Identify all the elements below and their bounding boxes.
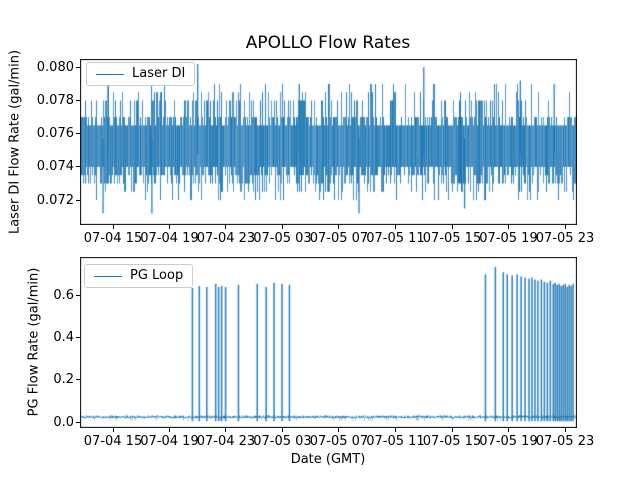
pg-loop-y-tick <box>76 421 80 423</box>
pg-loop-x-tick <box>394 428 396 432</box>
chart-title: APOLLO Flow Rates <box>245 33 411 53</box>
pg-loop-x-tick <box>508 428 509 432</box>
laser-di-x-tick-label: 07-05 19 <box>479 231 538 246</box>
laser-di-x-tick <box>338 225 340 229</box>
laser-di-y-tick <box>76 199 80 201</box>
pg-loop-x-tick <box>338 428 340 432</box>
laser-di-y-tick <box>76 166 80 168</box>
laser-di-y-tick-label: 0.078 <box>36 93 74 108</box>
laser-di-y-tick-label: 0.076 <box>36 126 74 142</box>
laser-di-y-tick-label: 0.072 <box>36 192 74 208</box>
laser-di-x-tick-label: 07-04 19 <box>140 231 199 246</box>
laser-di-x-tick <box>112 225 114 229</box>
laser-di-legend-line-sample <box>96 73 124 75</box>
pg-loop-x-tick-label: 07-04 15 <box>83 434 143 449</box>
laser-di-plot-line <box>80 59 577 225</box>
pg-loop-x-tick <box>112 428 114 432</box>
laser-di-x-tick <box>451 225 453 229</box>
pg-loop-x-tick <box>451 428 453 432</box>
laser-di-x-tick-label: 07-05 03 <box>253 231 312 246</box>
laser-di-x-tick-label: 07-05 23 <box>535 231 595 246</box>
pg-loop-y-tick-label: 0.4 <box>53 330 74 346</box>
laser-di-x-tick-label: 07-05 07 <box>309 231 369 246</box>
pg-loop-y-tick <box>76 294 80 296</box>
laser-di-x-tick <box>394 225 396 229</box>
pg-loop-y-tick-label: 0.2 <box>53 372 74 388</box>
laser-di-y-tick-label: 0.074 <box>36 159 74 175</box>
pg-loop-x-tick <box>225 428 227 432</box>
laser-di-legend-label: Laser DI <box>132 66 186 81</box>
pg-loop-x-tick-label: 07-05 03 <box>253 434 312 449</box>
laser-di-x-tick-label: 07-05 15 <box>422 231 482 246</box>
pg-loop-legend-line-sample <box>94 275 122 277</box>
laser-di-y-axis-label: Laser DI Flow Rate (gal/min) <box>7 49 23 235</box>
laser-di-x-tick <box>169 225 170 229</box>
pg-loop-legend-label: PG Loop <box>130 268 184 283</box>
laser-di-x-tick-label: 07-04 23 <box>196 231 256 246</box>
pg-loop-x-tick <box>564 428 566 432</box>
pg-loop-x-tick-label: 07-05 07 <box>309 434 369 449</box>
pg-loop-y-tick <box>76 337 80 339</box>
laser-di-x-tick <box>225 225 227 229</box>
pg-loop-legend: PG Loop <box>84 264 194 289</box>
pg-loop-y-tick-label: 0.6 <box>53 287 74 303</box>
pg-loop-x-tick-label: 07-04 19 <box>140 434 199 449</box>
laser-di-legend: Laser DI <box>86 62 196 87</box>
pg-loop-x-tick-label: 07-04 23 <box>196 434 256 449</box>
laser-di-x-tick-label: 07-04 15 <box>83 231 143 246</box>
laser-di-x-tick <box>564 225 566 229</box>
pg-loop-x-tick <box>169 428 170 432</box>
laser-di-y-tick-label: 0.080 <box>36 59 74 75</box>
laser-di-x-tick-label: 07-05 11 <box>366 231 425 246</box>
pg-loop-x-tick <box>281 428 283 432</box>
laser-di-x-tick <box>508 225 509 229</box>
pg-loop-x-tick-label: 07-05 15 <box>422 434 482 449</box>
laser-di-y-tick <box>76 133 80 135</box>
pg-loop-x-tick-label: 07-05 19 <box>479 434 538 449</box>
laser-di-y-tick <box>76 100 80 101</box>
pg-loop-x-tick-label: 07-05 23 <box>535 434 595 449</box>
laser-di-x-tick <box>281 225 283 229</box>
laser-di-y-tick <box>76 66 80 68</box>
pg-loop-y-tick-label: 0.0 <box>53 414 74 430</box>
pg-loop-x-tick-label: 07-05 11 <box>366 434 425 449</box>
pg-loop-y-tick <box>76 379 80 381</box>
laser-di-axes <box>80 59 577 225</box>
x-axis-label: Date (GMT) <box>290 452 366 467</box>
